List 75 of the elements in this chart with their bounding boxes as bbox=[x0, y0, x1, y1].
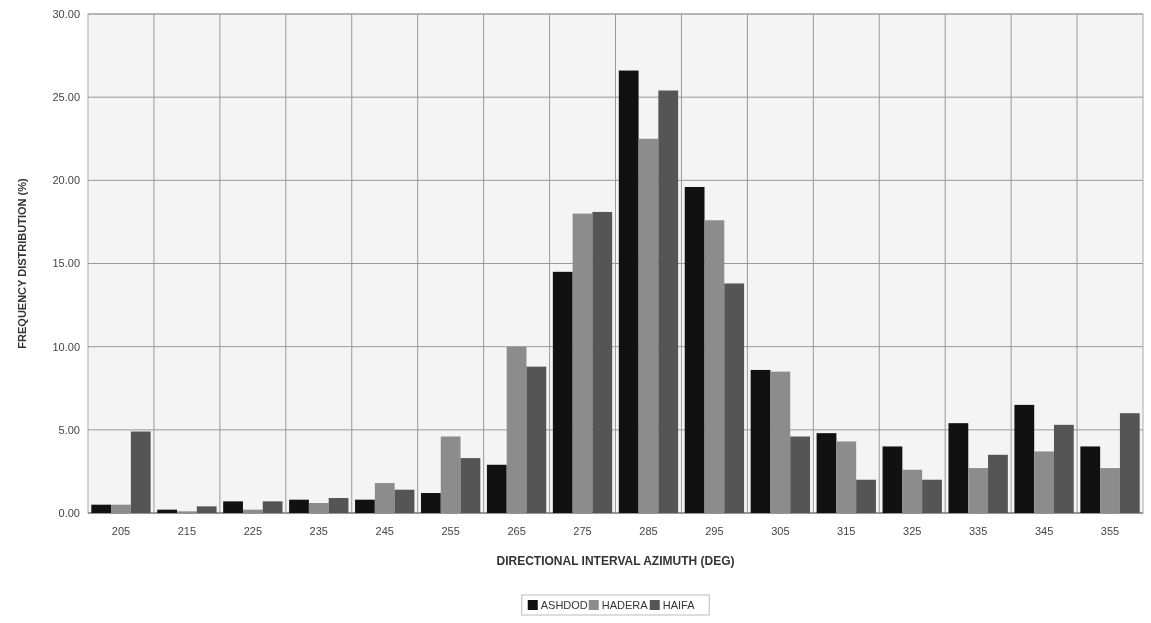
bar bbox=[111, 504, 131, 513]
bar bbox=[882, 446, 903, 513]
bar bbox=[289, 499, 309, 513]
y-tick-label: 10.00 bbox=[52, 340, 80, 353]
y-tick-label: 30.00 bbox=[52, 7, 80, 20]
y-tick-label: 5.00 bbox=[58, 423, 80, 436]
x-tick-label: 275 bbox=[573, 525, 592, 537]
bar bbox=[506, 346, 527, 513]
bar bbox=[1100, 468, 1120, 513]
x-tick-label: 285 bbox=[639, 525, 658, 537]
bar bbox=[724, 283, 745, 513]
x-tick-label: 295 bbox=[705, 525, 724, 537]
bar bbox=[440, 436, 461, 513]
bar bbox=[157, 509, 178, 513]
bar bbox=[130, 431, 151, 513]
y-tick-label: 25.00 bbox=[52, 91, 80, 104]
x-tick-label: 205 bbox=[111, 525, 131, 537]
bar bbox=[394, 489, 415, 513]
bar bbox=[968, 468, 989, 513]
bar bbox=[836, 441, 857, 513]
bar bbox=[658, 90, 679, 513]
bar bbox=[242, 509, 263, 513]
bar bbox=[1034, 451, 1054, 513]
bar bbox=[704, 220, 725, 513]
bar bbox=[552, 271, 573, 513]
legend-label: HAIFA bbox=[662, 598, 696, 611]
bar bbox=[790, 436, 811, 513]
y-axis-title: FREQUENCY DISTRIBUTION (%) bbox=[16, 178, 28, 349]
bar bbox=[638, 138, 659, 513]
bar bbox=[770, 371, 791, 513]
bar bbox=[1119, 413, 1140, 513]
bar bbox=[1080, 446, 1101, 513]
bar bbox=[420, 493, 441, 513]
bar bbox=[750, 369, 771, 513]
bar bbox=[618, 70, 639, 513]
bar bbox=[308, 503, 329, 513]
bar bbox=[922, 479, 942, 513]
bar bbox=[592, 211, 613, 513]
bar bbox=[91, 504, 112, 513]
bar bbox=[856, 479, 876, 513]
x-tick-label: 215 bbox=[177, 525, 197, 537]
bar bbox=[355, 499, 375, 513]
bar bbox=[374, 483, 395, 513]
bar bbox=[486, 464, 507, 513]
bar bbox=[328, 498, 349, 513]
y-tick-label: 15.00 bbox=[52, 257, 80, 270]
bar bbox=[988, 454, 1008, 513]
y-tick-label: 0.00 bbox=[58, 506, 80, 519]
bar bbox=[1053, 424, 1074, 513]
bar bbox=[460, 458, 481, 513]
x-tick-label: 225 bbox=[243, 525, 263, 537]
bar bbox=[262, 501, 283, 513]
x-tick-label: 315 bbox=[837, 525, 856, 537]
bar bbox=[572, 213, 593, 513]
bar bbox=[223, 501, 243, 513]
bar bbox=[948, 423, 969, 513]
x-tick-label: 355 bbox=[1100, 525, 1120, 537]
bar bbox=[902, 469, 923, 513]
x-tick-label: 255 bbox=[441, 525, 460, 537]
x-tick-label: 345 bbox=[1034, 525, 1054, 537]
legend-label: HADERA bbox=[601, 598, 649, 611]
x-tick-label: 235 bbox=[309, 525, 328, 537]
bar bbox=[196, 506, 217, 513]
x-axis-title: DIRECTIONAL INTERVAL AZIMUTH (DEG) bbox=[496, 554, 735, 568]
bar bbox=[526, 366, 547, 513]
bar bbox=[816, 433, 837, 513]
bar bbox=[1014, 404, 1035, 513]
legend-label: ASHDOD bbox=[540, 598, 588, 611]
x-tick-label: 245 bbox=[375, 525, 394, 537]
y-tick-label: 20.00 bbox=[52, 174, 80, 187]
x-tick-label: 265 bbox=[507, 525, 526, 537]
x-tick-label: 305 bbox=[771, 525, 790, 537]
bar bbox=[684, 186, 705, 513]
x-tick-label: 335 bbox=[968, 525, 988, 537]
x-tick-label: 325 bbox=[903, 525, 922, 537]
